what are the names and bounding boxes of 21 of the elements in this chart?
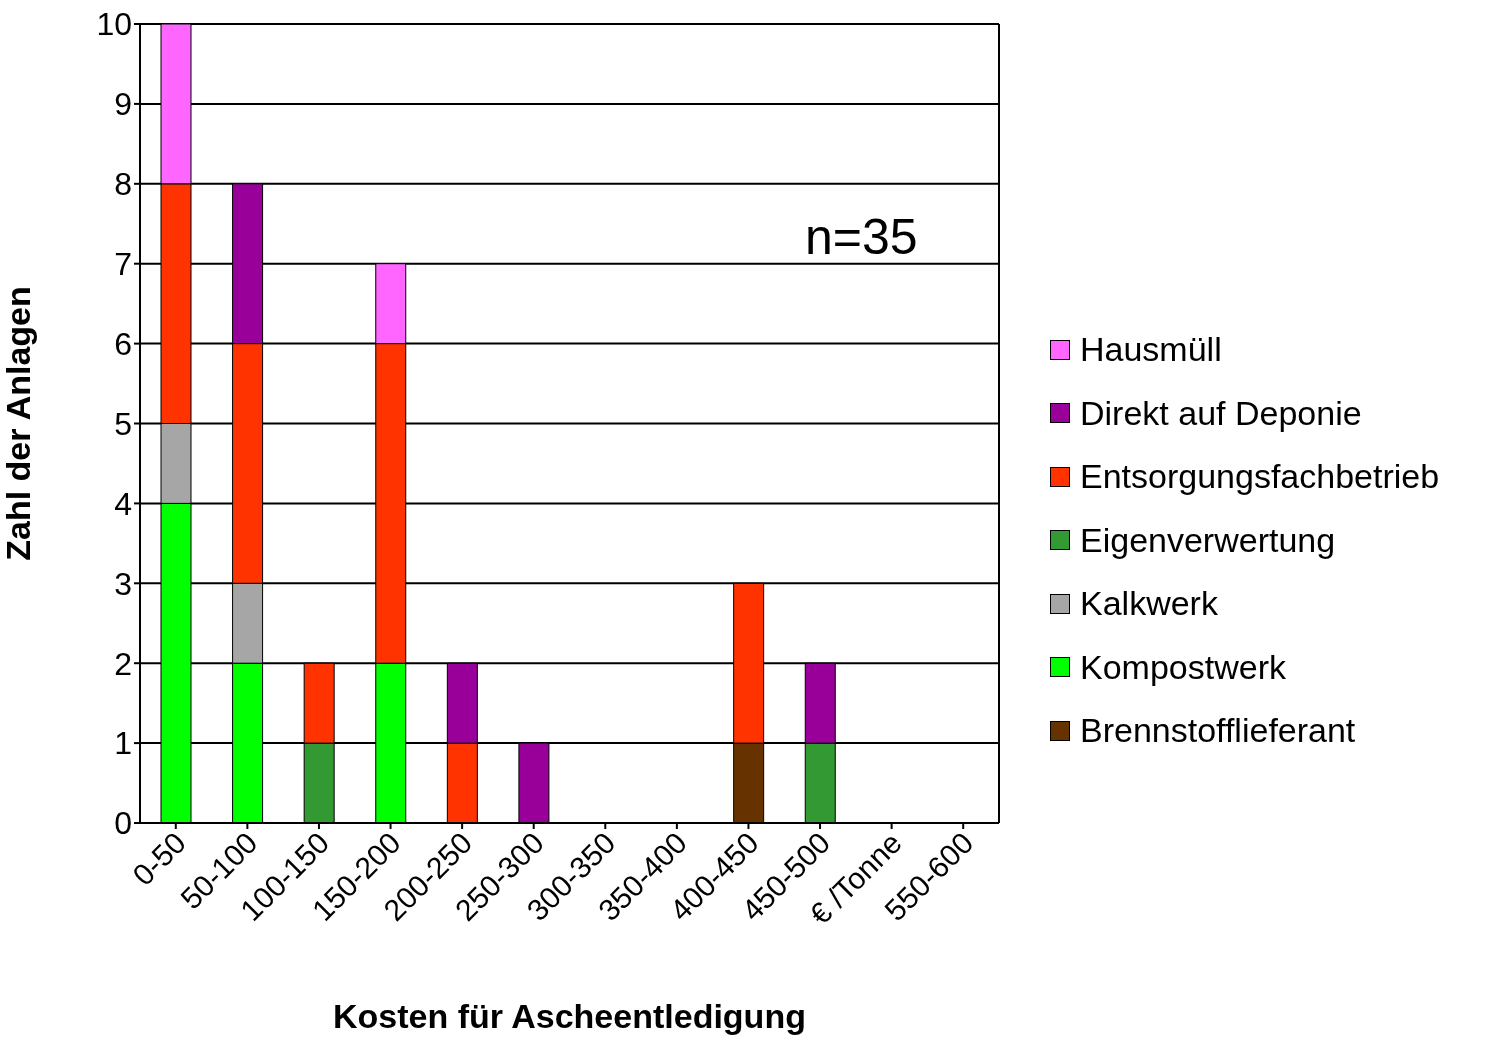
legend-label: Kalkwerk <box>1080 584 1218 624</box>
y-tick-label: 4 <box>114 485 132 522</box>
legend-label: Kompostwerk <box>1080 647 1286 687</box>
annotation: n=35 <box>805 208 918 266</box>
y-tick-label: 2 <box>114 645 132 682</box>
y-tick-label: 8 <box>114 166 132 203</box>
y-tick-label: 6 <box>114 325 132 362</box>
y-tick-label: 3 <box>114 565 132 602</box>
legend-label: Entsorgungsfachbetrieb <box>1080 457 1440 497</box>
y-tick-label: 5 <box>114 405 132 442</box>
y-axis-title: Zahl der Anlagen <box>0 286 38 561</box>
legend-label: Eigenverwertung <box>1080 520 1336 560</box>
x-axis-title: Kosten für Ascheentledigung <box>333 997 806 1035</box>
y-tick-label: 10 <box>96 6 132 43</box>
y-tick-label: 1 <box>114 725 132 762</box>
legend-label: Hausmüll <box>1080 330 1222 370</box>
y-tick-label: 0 <box>114 805 132 842</box>
legend-label: Direkt auf Deponie <box>1080 393 1362 433</box>
y-tick-label: 7 <box>114 246 132 283</box>
y-tick-label: 9 <box>114 86 132 123</box>
legend-label: Brennstofflieferant <box>1080 711 1356 751</box>
